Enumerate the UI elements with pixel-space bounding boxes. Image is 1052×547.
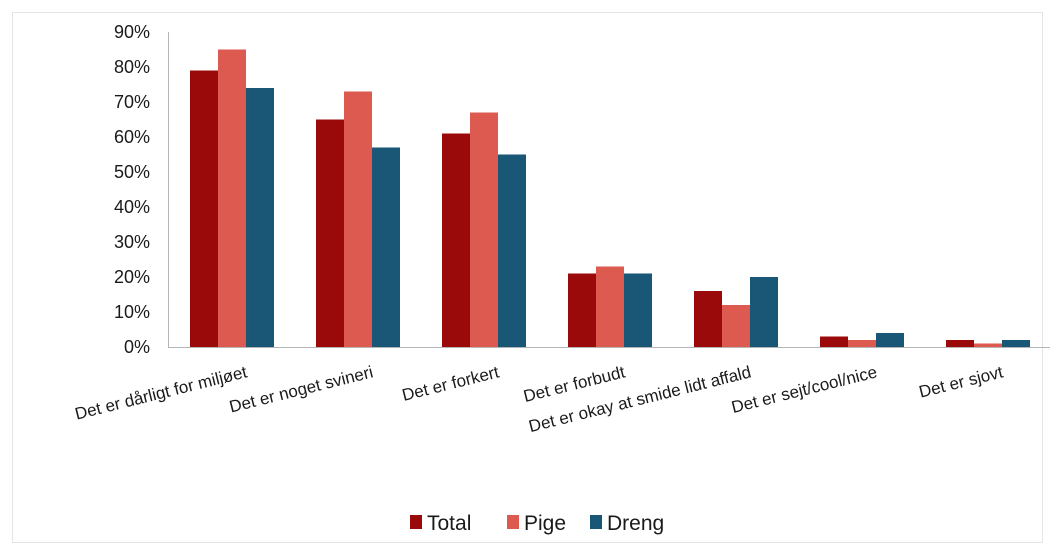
- legend: Total Pige Dreng: [410, 512, 664, 535]
- legend-label-pige: Pige: [524, 512, 566, 535]
- y-tick-label: 20%: [114, 267, 150, 287]
- bar-total: [316, 119, 344, 347]
- bar-pige: [974, 343, 1002, 347]
- bar-dreng: [750, 277, 778, 347]
- bar-total: [442, 133, 470, 347]
- y-tick-label: 0%: [124, 337, 150, 357]
- x-category-label: Det er forkert: [400, 362, 501, 404]
- x-category-label: Det er dårligt for miljøet: [73, 362, 249, 423]
- y-tick-label: 80%: [114, 57, 150, 77]
- y-tick-label: 90%: [114, 22, 150, 42]
- bar-dreng: [372, 147, 400, 347]
- chart-frame: [12, 12, 1043, 543]
- bar-pige: [848, 340, 876, 347]
- bar-dreng: [876, 333, 904, 347]
- bar-total: [694, 291, 722, 347]
- bar-total: [946, 340, 974, 347]
- x-category-label: Det er noget svineri: [227, 362, 375, 416]
- bar-pige: [596, 266, 624, 347]
- y-tick-label: 40%: [114, 197, 150, 217]
- bar-total: [568, 273, 596, 347]
- legend-swatch-dreng: [590, 515, 602, 529]
- y-tick-label: 30%: [114, 232, 150, 252]
- legend-label-dreng: Dreng: [607, 512, 664, 535]
- x-category-label: Det er sejt/cool/nice: [730, 362, 879, 417]
- legend-swatch-pige: [507, 515, 519, 529]
- bar-dreng: [246, 88, 274, 347]
- y-axis: 0% 10% 20% 30% 40% 50% 60% 70% 80% 90%: [114, 22, 150, 357]
- bar-pige: [344, 91, 372, 347]
- x-category-label: Det er okay at smide lidt affald: [527, 362, 753, 436]
- bar-dreng: [1002, 340, 1030, 347]
- legend-label-total: Total: [427, 512, 471, 535]
- bar-dreng: [624, 273, 652, 347]
- y-tick-label: 60%: [114, 127, 150, 147]
- bar-series: [190, 49, 1030, 347]
- x-category-label: Det er sjovt: [917, 362, 1005, 401]
- legend-swatch-total: [410, 515, 422, 529]
- bar-total: [190, 70, 218, 347]
- bar-dreng: [498, 154, 526, 347]
- y-tick-label: 70%: [114, 92, 150, 112]
- bar-pige: [470, 112, 498, 347]
- bar-pige: [722, 305, 750, 347]
- bar-total: [820, 336, 848, 347]
- y-tick-label: 50%: [114, 162, 150, 182]
- y-tick-label: 10%: [114, 302, 150, 322]
- bar-pige: [218, 49, 246, 347]
